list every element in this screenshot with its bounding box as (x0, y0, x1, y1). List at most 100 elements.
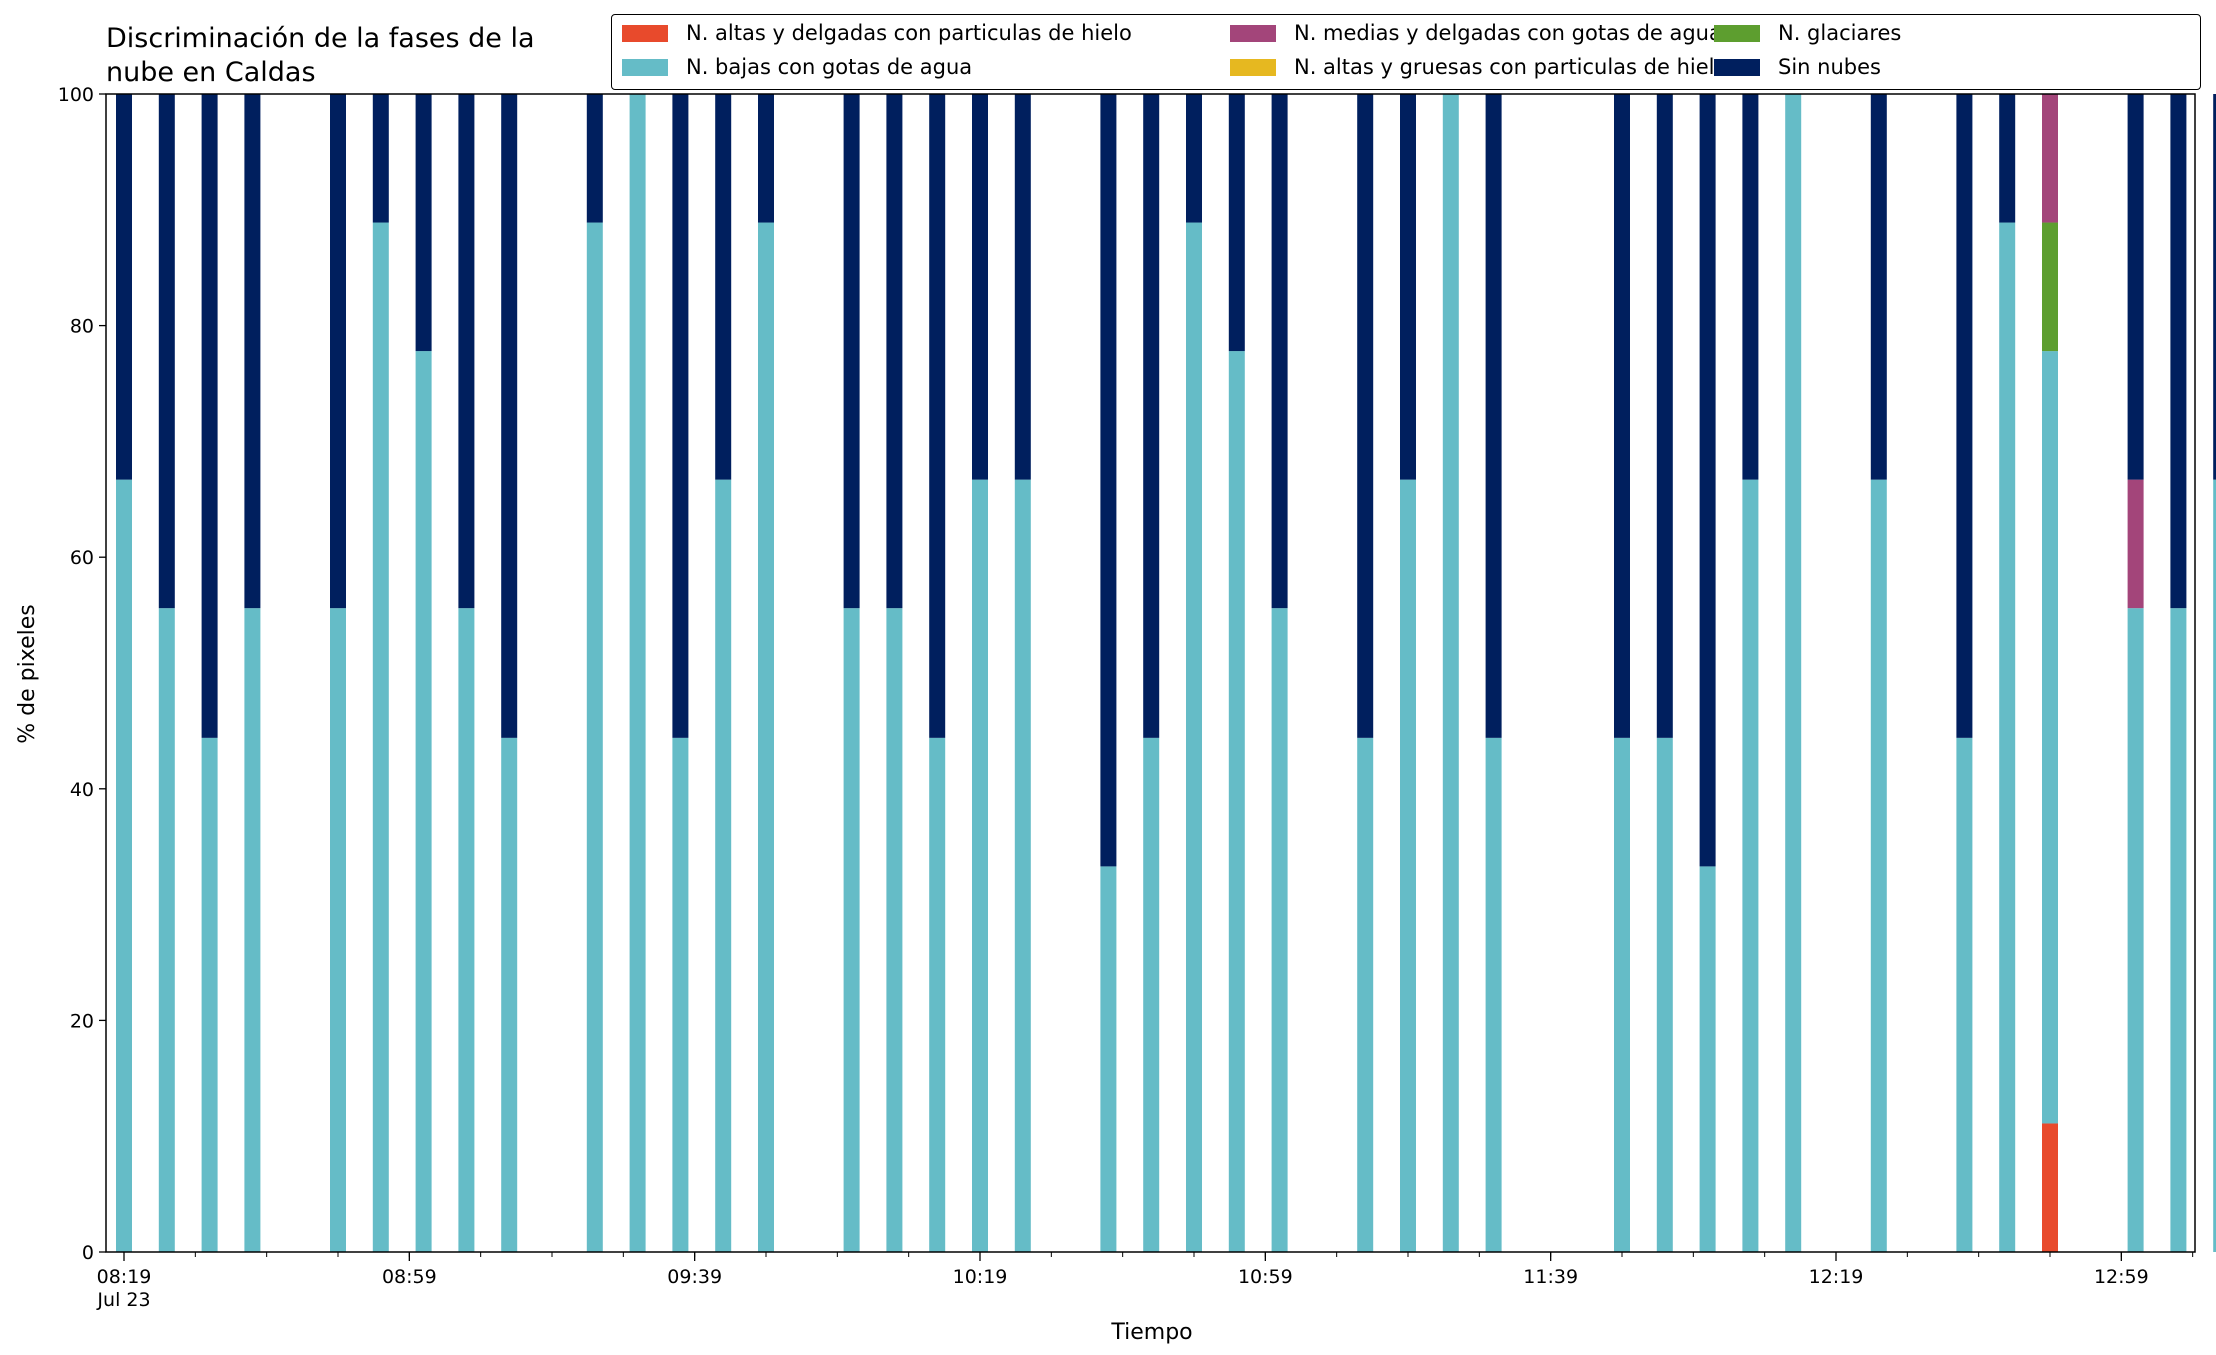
bar-segment-17-2 (972, 479, 988, 1252)
bar-segment-27-2 (1485, 737, 1502, 1252)
legend-label: N. glaciares (1778, 21, 1902, 45)
bar-segment-3-2 (244, 608, 261, 1252)
y-tick-label: 0 (82, 1242, 94, 1264)
bar-segment-27-5 (1485, 94, 1502, 738)
x-axis-label: Tiempo (1110, 1320, 1192, 1345)
bar-segment-37-5 (2127, 94, 2144, 480)
legend-label: N. bajas con gotas de agua (686, 55, 973, 79)
bar-segment-39-2 (2213, 479, 2216, 1252)
bar-segment-31-2 (1742, 479, 1759, 1252)
legend-swatch (1714, 24, 1760, 42)
bar-segment-37-4 (2127, 479, 2144, 609)
legend-item: N. altas y gruesas con particulas de hie… (1230, 53, 1727, 81)
bar-segment-13-5 (758, 94, 774, 223)
y-tick-label: 20 (70, 1010, 94, 1032)
bar-segment-21-5 (1186, 94, 1202, 223)
bar-group (116, 94, 2216, 1253)
bar-segment-25-2 (1400, 479, 1416, 1252)
legend-item: Sin nubes (1714, 53, 1881, 81)
legend-label: Sin nubes (1778, 55, 1881, 79)
x-tick-label: 12:59 (2094, 1266, 2149, 1288)
bar-segment-30-5 (1699, 94, 1716, 867)
x-date-label: Jul 23 (96, 1289, 150, 1311)
bar-segment-22-2 (1228, 351, 1245, 1253)
bar-segment-19-5 (1100, 94, 1117, 867)
bar-segment-8-5 (501, 94, 518, 738)
bar-segment-25-5 (1400, 94, 1416, 480)
bar-segment-4-5 (330, 94, 346, 609)
bar-segment-7-5 (458, 94, 475, 609)
bar-segment-1-5 (158, 94, 175, 609)
axes: 0 20 40 60 80 100 08:19 08:59 09:39 10:19 10:59 11:… (58, 84, 2196, 1311)
x-tick-label: 11:39 (1523, 1266, 1578, 1288)
y-tick-label: 100 (58, 84, 94, 106)
bar-segment-33-5 (1870, 94, 1887, 480)
bar-segment-19-2 (1100, 866, 1117, 1252)
legend-item: N. medias y delgadas con gotas de agua (1230, 19, 1722, 47)
y-tick-label: 80 (70, 316, 94, 338)
bar-segment-18-5 (1014, 94, 1031, 480)
bar-segment-37-2 (2127, 608, 2144, 1252)
legend-item: N. glaciares (1714, 19, 1901, 47)
bar-segment-10-2 (629, 94, 646, 1252)
y-tick-label: 60 (70, 547, 94, 569)
bar-segment-0-5 (116, 94, 132, 480)
bar-segment-31-5 (1742, 94, 1759, 480)
bar-segment-12-5 (715, 94, 732, 480)
bar-segment-6-5 (415, 94, 432, 352)
bar-segment-36-3 (2042, 222, 2058, 352)
bar-segment-6-2 (415, 351, 432, 1253)
chart-title-line-1: Discriminación de la fases de la (106, 23, 535, 54)
bar-segment-4-2 (330, 608, 346, 1252)
x-tick-label: 10:59 (1238, 1266, 1293, 1288)
bar-segment-20-5 (1143, 94, 1160, 738)
bar-segment-7-2 (458, 608, 475, 1252)
x-tick-label: 09:39 (667, 1266, 722, 1288)
legend-swatch (1230, 24, 1276, 42)
bar-segment-30-2 (1699, 866, 1716, 1252)
x-tick-label: 08:19 (97, 1266, 152, 1288)
bar-segment-14-2 (843, 608, 860, 1252)
bar-segment-28-2 (1614, 737, 1630, 1252)
bar-segment-36-2 (2042, 351, 2058, 1124)
legend-swatch (622, 24, 668, 42)
bar-segment-1-2 (158, 608, 175, 1252)
legend-item: N. altas y delgadas con particulas de hi… (622, 19, 1132, 47)
bar-segment-20-2 (1143, 737, 1160, 1252)
legend-label: N. altas y delgadas con particulas de hi… (686, 21, 1132, 45)
y-axis-label: % de pixeles (15, 604, 40, 743)
bar-segment-24-2 (1357, 737, 1374, 1252)
bar-segment-35-5 (1999, 94, 2016, 223)
bar-segment-35-2 (1999, 222, 2016, 1252)
bar-segment-24-5 (1357, 94, 1374, 738)
chart-title: Discriminación de la fases de la nube en… (106, 22, 535, 90)
bar-segment-16-2 (929, 737, 946, 1252)
legend-swatch (1714, 58, 1760, 76)
x-tick-label: 10:19 (953, 1266, 1008, 1288)
bar-segment-38-5 (2170, 94, 2187, 609)
bar-segment-32-2 (1785, 94, 1802, 1252)
bar-segment-15-2 (886, 608, 903, 1252)
bar-segment-23-2 (1271, 608, 1288, 1252)
legend-swatch (1230, 58, 1276, 76)
bar-segment-17-5 (972, 94, 988, 480)
bar-segment-34-5 (1956, 94, 1973, 738)
bar-segment-8-2 (501, 737, 518, 1252)
chart-title-line-2: nube en Caldas (106, 57, 316, 88)
bar-segment-22-5 (1228, 94, 1245, 352)
bar-segment-26-2 (1442, 94, 1459, 1252)
bar-segment-38-2 (2170, 608, 2187, 1252)
bar-segment-16-5 (929, 94, 946, 738)
bar-segment-21-2 (1186, 222, 1202, 1252)
bar-segment-13-2 (758, 222, 774, 1252)
bar-segment-3-5 (244, 94, 261, 609)
legend-swatch (622, 58, 668, 76)
bar-segment-28-5 (1614, 94, 1630, 738)
bar-segment-11-2 (672, 737, 689, 1252)
bar-segment-2-2 (201, 737, 218, 1252)
y-tick-label: 40 (70, 779, 94, 801)
legend-label: N. altas y gruesas con particulas de hie… (1294, 55, 1728, 79)
bar-segment-34-2 (1956, 737, 1973, 1252)
bar-segment-39-5 (2213, 94, 2216, 480)
